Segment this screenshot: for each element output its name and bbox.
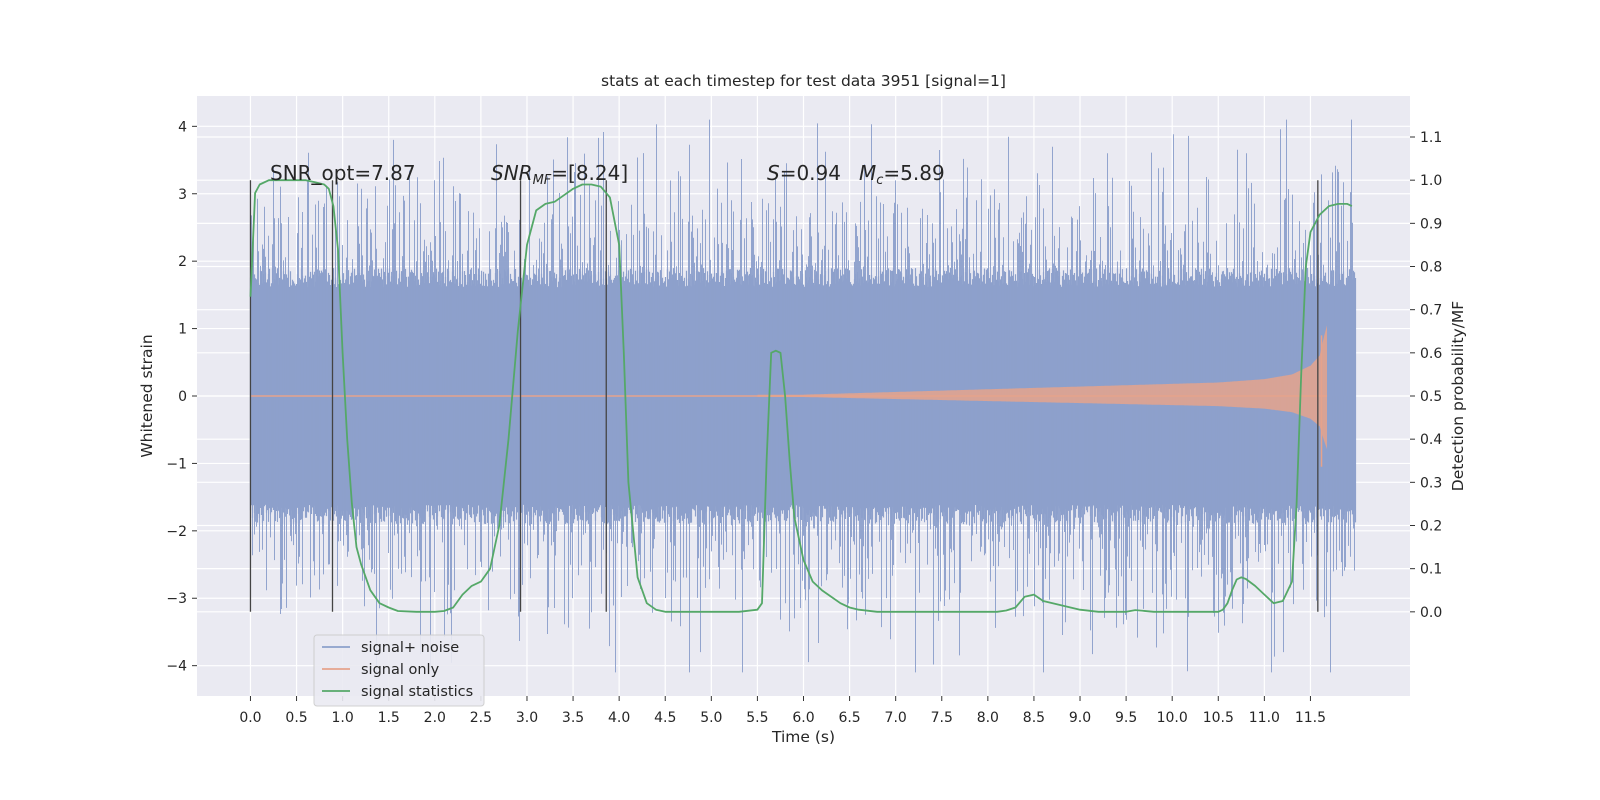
y-tick-label: 3	[178, 187, 187, 203]
y2-tick-label: 0.7	[1420, 303, 1442, 319]
x-tick-label: 1.5	[378, 710, 400, 726]
x-tick-label: 7.5	[931, 710, 953, 726]
legend-label-signal-statistics: signal statistics	[361, 684, 473, 700]
x-tick-label: 7.0	[885, 710, 907, 726]
x-tick-label: 8.5	[1023, 710, 1045, 726]
annotation-s-value: =0.94	[780, 161, 841, 185]
x-axis-ticks: 0.0 0.5 1.0 1.5 2.0 2.5 3.0 3.5 4.0 4.5 5.0 5.5 6.0 6…	[239, 696, 1326, 726]
y-tick-label: −2	[166, 524, 187, 540]
x-tick-label: 5.0	[700, 710, 722, 726]
y2-tick-label: 0.0	[1420, 605, 1442, 621]
y2-tick-label: 0.6	[1420, 346, 1442, 362]
y2-tick-label: 0.2	[1420, 518, 1442, 534]
x-tick-label: 6.5	[838, 710, 860, 726]
x-tick-label: 11.0	[1249, 710, 1280, 726]
annotation-mc-symbol: M	[859, 161, 876, 185]
y2-tick-label: 1.1	[1420, 130, 1442, 146]
x-axis-label: Time (s)	[771, 728, 835, 746]
x-tick-label: 2.5	[470, 710, 492, 726]
y2-tick-label: 0.8	[1420, 260, 1442, 276]
x-tick-label: 9.5	[1115, 710, 1137, 726]
y2-tick-label: 1.0	[1420, 173, 1442, 189]
y2-tick-label: 0.1	[1420, 562, 1442, 578]
x-tick-label: 3.0	[516, 710, 538, 726]
y-tick-label: 0	[178, 389, 187, 405]
y2-tick-label: 0.4	[1420, 432, 1442, 448]
annotation-snr-mf-symbol: SNR	[491, 161, 533, 185]
y-axis-ticks: −4 −3 −2 −1 0 1 2 3 4	[166, 119, 197, 675]
y-tick-label: 4	[178, 119, 187, 135]
x-tick-label: 0.0	[239, 710, 261, 726]
x-tick-label: 5.5	[746, 710, 768, 726]
y2-axis-ticks: 0.0 0.1 0.2 0.3 0.4 0.5 0.6 0.7 0.8 0.9 1.0 1.1	[1410, 130, 1442, 621]
x-tick-label: 8.0	[977, 710, 999, 726]
y-axis-label: Whitened strain	[138, 334, 156, 457]
annotation-s: S=0.94	[767, 161, 841, 185]
legend: signal+ noise signal only signal statist…	[313, 634, 485, 707]
y2-axis-label: Detection probability/MF	[1449, 301, 1467, 492]
annotation-mc: Mc=5.89	[859, 161, 945, 188]
y2-tick-label: 0.9	[1420, 216, 1442, 232]
series-signal-only	[250, 325, 1328, 467]
annotation-snr-mf-value: =[8.24]	[551, 161, 628, 185]
y-tick-label: −1	[166, 456, 187, 472]
y2-tick-label: 0.3	[1420, 475, 1442, 491]
x-tick-label: 10.0	[1157, 710, 1188, 726]
y-tick-label: 1	[178, 322, 187, 338]
statistics-line	[249, 179, 1353, 613]
vertical-markers	[249, 180, 1319, 612]
y-tick-label: −3	[166, 591, 187, 607]
x-tick-label: 3.5	[562, 710, 584, 726]
annotation-snr-opt: SNR_opt=7.87	[270, 161, 416, 185]
y-tick-label: −4	[166, 659, 187, 675]
y-tick-label: 2	[178, 254, 187, 270]
annotation-mc-subscript: c	[876, 173, 883, 188]
annotation-s-symbol: S	[767, 161, 780, 185]
x-tick-label: 0.5	[285, 710, 307, 726]
x-tick-label: 6.0	[792, 710, 814, 726]
legend-box	[313, 634, 485, 707]
x-tick-label: 1.0	[332, 710, 354, 726]
annotation-snr-mf: SNRMF=[8.24]	[491, 161, 628, 188]
x-tick-label: 11.5	[1295, 710, 1326, 726]
x-tick-label: 4.5	[654, 710, 676, 726]
annotation-snr-mf-subscript: MF	[533, 173, 552, 188]
x-tick-label: 9.0	[1069, 710, 1091, 726]
signal-envelope	[757, 325, 1327, 450]
y2-tick-label: 0.5	[1420, 389, 1442, 405]
legend-label-signal-only: signal only	[361, 662, 440, 678]
x-tick-label: 2.0	[424, 710, 446, 726]
series-signal-statistics	[249, 179, 1353, 613]
x-tick-label: 4.0	[608, 710, 630, 726]
annotation-mc-value: =5.89	[883, 161, 944, 185]
legend-label-signal-noise: signal+ noise	[361, 640, 459, 656]
x-tick-label: 10.5	[1203, 710, 1234, 726]
chart-title: stats at each timestep for test data 395…	[601, 72, 1006, 90]
